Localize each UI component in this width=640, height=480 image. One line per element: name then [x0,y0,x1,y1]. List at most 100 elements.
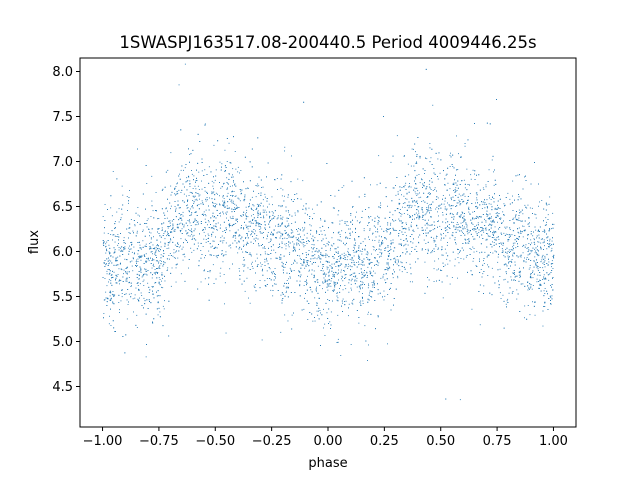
data-point [514,239,516,241]
data-point [328,275,330,277]
data-point [176,183,178,185]
data-point [171,267,173,269]
data-point [479,324,481,326]
data-point [348,315,349,317]
data-point [543,249,544,250]
data-point [351,302,353,304]
data-point [475,202,476,204]
data-point [175,194,176,196]
data-point [488,229,490,231]
data-point [430,210,432,211]
data-point [505,197,507,198]
data-point [456,214,458,215]
data-point [473,228,475,229]
data-point [501,243,502,245]
data-point [513,252,515,254]
data-point [212,185,214,187]
data-point [294,247,296,249]
data-point [149,247,151,249]
data-point [284,195,285,197]
data-point [293,243,295,245]
data-point [297,178,299,180]
data-point [515,214,517,216]
data-point [441,270,443,271]
data-point [109,270,111,272]
data-point [350,344,352,345]
data-point [262,244,263,245]
data-point [163,253,165,254]
data-point [539,284,541,286]
data-point [311,238,313,240]
data-point [482,201,484,203]
data-point [159,284,161,286]
data-point [494,239,496,241]
data-point [508,249,510,251]
data-point [123,242,125,244]
data-point [173,230,175,232]
data-point [120,279,122,281]
data-point [371,253,372,255]
data-point [250,234,251,236]
data-point [401,194,402,196]
data-point [480,227,482,228]
data-point [160,241,162,243]
data-point [158,250,159,252]
data-point [429,231,431,232]
data-point [507,251,509,252]
data-point [546,272,548,274]
data-point [485,184,487,186]
data-point [429,204,431,206]
data-point [363,258,365,260]
data-point [449,237,451,239]
data-point [491,216,492,218]
data-point [414,205,416,207]
data-point [114,331,116,332]
data-point [489,235,491,237]
data-point [232,195,234,196]
data-point [350,228,351,230]
data-point [463,219,465,221]
data-point [518,232,519,234]
data-point [509,234,511,235]
data-point [327,241,329,243]
data-point [439,204,441,206]
data-point [415,245,417,247]
data-point [492,221,494,222]
data-points [102,63,555,401]
data-point [340,263,342,265]
data-point [279,257,281,259]
data-point [379,256,380,258]
data-point [350,280,352,282]
data-point [137,214,139,216]
data-point [298,233,300,235]
data-point [196,224,198,226]
data-point [193,234,195,236]
data-point [253,229,255,230]
data-point [457,229,459,231]
data-point [326,312,328,314]
data-point [404,244,406,246]
data-point [330,195,332,196]
data-point [429,143,431,144]
data-point [366,272,368,274]
data-point [257,211,258,213]
data-point [264,265,266,266]
data-point [230,162,232,164]
data-point [167,227,169,229]
data-point [313,262,314,263]
data-point [170,208,171,210]
data-point [446,244,448,246]
data-point [338,189,340,191]
data-point [469,213,471,215]
data-point [322,270,324,272]
data-point [383,273,385,275]
data-point [150,216,152,217]
data-point [244,194,246,196]
data-point [518,274,520,276]
data-point [468,208,470,210]
data-point [470,249,472,250]
data-point [537,274,539,276]
data-point [275,257,277,259]
data-point [444,227,446,229]
